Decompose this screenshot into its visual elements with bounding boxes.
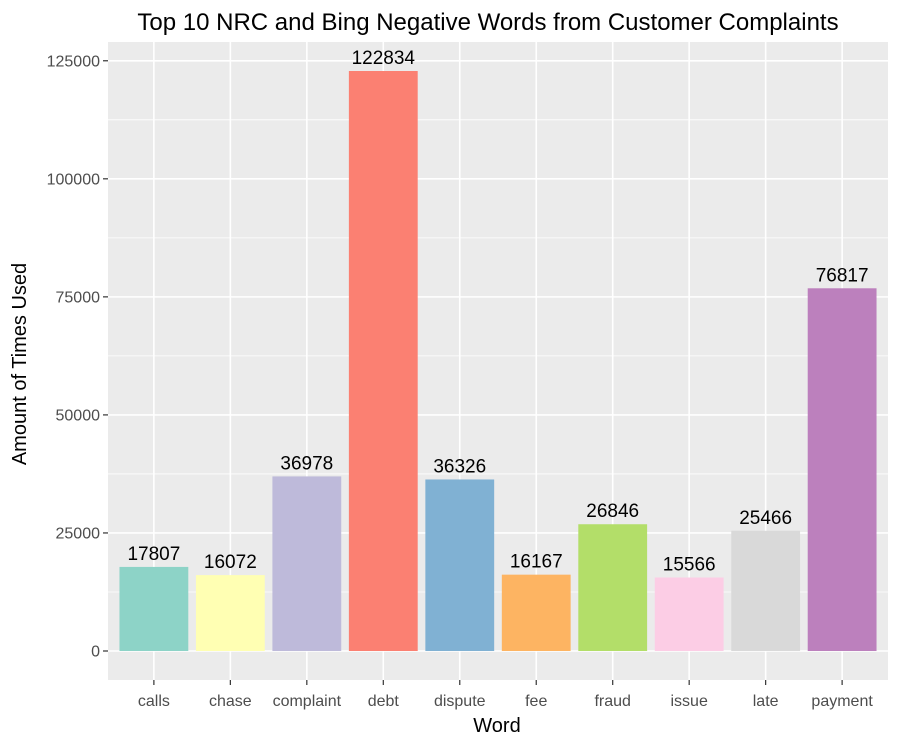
y-tick-label: 50000: [56, 407, 101, 424]
x-tick-label-calls: calls: [138, 693, 170, 710]
data-label-debt: 122834: [352, 48, 416, 69]
y-tick-label: 75000: [56, 289, 101, 306]
x-tick-label-issue: issue: [670, 693, 707, 710]
data-label-chase: 16072: [204, 552, 257, 573]
bar-complaint: [272, 476, 342, 651]
x-tick-label-complaint: complaint: [273, 693, 342, 710]
bar-payment: [807, 288, 877, 651]
y-axis: 0 25000 50000 75000 100000 125000: [47, 53, 108, 660]
bars: [119, 71, 877, 651]
bar-debt: [348, 71, 418, 651]
x-tick-label-dispute: dispute: [434, 693, 486, 710]
y-tick-label: 0: [91, 643, 100, 660]
x-tick-label-payment: payment: [811, 693, 873, 710]
x-tick-label-chase: chase: [209, 693, 252, 710]
data-label-complaint: 36978: [280, 453, 333, 474]
data-label-calls: 17807: [127, 544, 180, 565]
bar-issue: [654, 577, 724, 651]
y-axis-title: Amount of Times Used: [9, 263, 31, 465]
bar-late: [731, 530, 801, 651]
data-label-dispute: 36326: [433, 456, 486, 477]
bar-calls: [119, 566, 189, 651]
bar-fee: [501, 574, 571, 651]
x-axis-title: Word: [473, 715, 520, 737]
bar-dispute: [425, 479, 495, 651]
data-label-fraud: 26846: [586, 501, 639, 522]
bar-fraud: [578, 524, 648, 651]
data-label-late: 25466: [739, 508, 792, 529]
data-label-issue: 15566: [663, 554, 716, 575]
x-tick-label-late: late: [753, 693, 779, 710]
x-axis: calls chase complaint debt dispute fee fraud is…: [138, 680, 873, 710]
x-tick-label-fraud: fraud: [594, 693, 630, 710]
data-label-fee: 16167: [510, 552, 563, 573]
y-tick-label: 125000: [47, 53, 100, 70]
x-tick-label-debt: debt: [368, 693, 400, 710]
data-label-payment: 76817: [816, 265, 869, 286]
x-tick-label-fee: fee: [525, 693, 547, 710]
y-tick-label: 100000: [47, 171, 100, 188]
chart-title: Top 10 NRC and Bing Negative Words from …: [137, 9, 838, 36]
data-labels: 17807 16072 36978 122834 36326 16167 26846 1556…: [127, 48, 868, 575]
y-tick-label: 25000: [56, 525, 101, 542]
bar-chase: [195, 575, 265, 651]
